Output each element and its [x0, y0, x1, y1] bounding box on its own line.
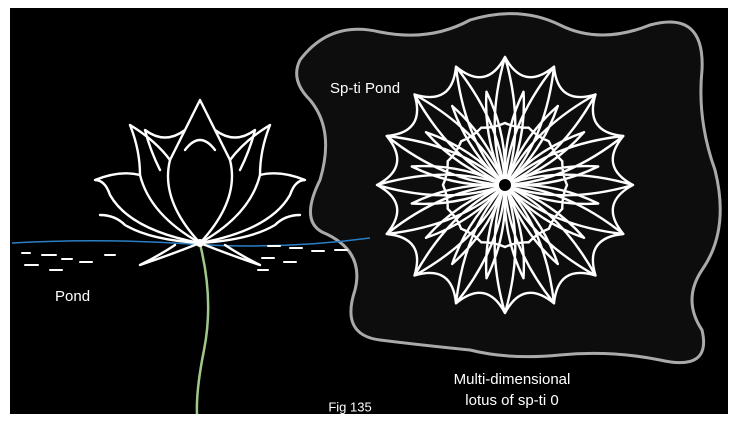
figure-number: Fig 135: [328, 399, 371, 414]
water-dashes: [21, 245, 348, 271]
caption-line: Multi-dimensional: [454, 371, 571, 388]
pond-label: Pond: [55, 288, 90, 305]
spti-pond-label: Sp-ti Pond: [330, 80, 400, 97]
lotus-flower: [93, 98, 307, 267]
lotus-center: [497, 177, 513, 193]
caption-line: lotus of sp-ti 0: [465, 392, 558, 409]
stem: [195, 243, 210, 415]
water-line: [11, 237, 371, 247]
multi-dimensional-lotus: [375, 55, 635, 315]
lotus-center: [196, 239, 204, 247]
lotus-petals: [375, 55, 635, 315]
